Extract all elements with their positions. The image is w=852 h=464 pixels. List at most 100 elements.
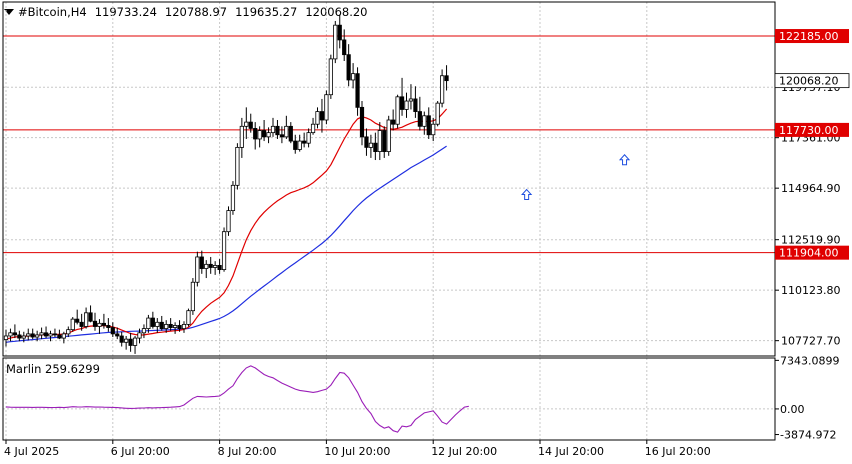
oscillator-tick-label: -3874.972 — [780, 429, 836, 442]
candle-bull — [266, 132, 271, 138]
frame-layer — [2, 1, 776, 441]
candle-bear — [92, 320, 98, 327]
candle-bull — [315, 111, 320, 125]
up-arrow-icon — [521, 188, 533, 201]
price-tick-label: 110123.80 — [781, 284, 841, 297]
level-price-tag — [775, 122, 849, 137]
dropdown-triangle-icon[interactable] — [4, 9, 14, 15]
candle-bull — [328, 58, 333, 96]
candle-bull — [8, 332, 13, 337]
candle-bull — [181, 323, 187, 330]
ma-slow-line — [5, 145, 447, 343]
candle-bull — [284, 125, 289, 138]
candle-bull — [306, 132, 311, 144]
candle-bull — [39, 332, 44, 336]
oscillator-tick-label: 0.00 — [780, 403, 805, 416]
candle-bull — [439, 75, 445, 104]
oscillator-layer — [5, 365, 469, 433]
candle-bear — [12, 332, 17, 336]
annotations-layer — [521, 154, 631, 201]
candle-bull — [190, 281, 195, 312]
candle-bear — [288, 125, 293, 142]
ma-fast-line — [5, 108, 448, 340]
candle-bull — [422, 115, 427, 127]
candle-bear — [279, 134, 285, 138]
price-tick-label: 107727.70 — [781, 335, 841, 348]
candle-bear — [444, 75, 449, 82]
moving-averages — [5, 108, 448, 343]
candle-bull — [21, 335, 26, 339]
grid-layer — [3, 2, 775, 440]
current-price-label: 120068.20 — [779, 75, 839, 88]
up-arrow-icon — [618, 154, 631, 166]
time-axis-label: 8 Jul 20:00 — [218, 445, 277, 458]
candle-bull — [155, 321, 160, 327]
time-axis-label: 16 Jul 20:00 — [645, 445, 711, 458]
candle-bear — [399, 96, 405, 110]
candle-bear — [373, 142, 378, 153]
candle-bear — [417, 111, 422, 127]
candle-bull — [404, 100, 409, 110]
level-price-label: 117730.00 — [779, 124, 839, 137]
candle-bear — [382, 130, 387, 153]
candle-bull — [137, 332, 142, 339]
candle-bear — [217, 264, 222, 271]
candles-layer — [3, 14, 449, 354]
candle-bull — [221, 231, 227, 271]
price-tick-label: 114964.90 — [781, 182, 841, 195]
oscillator-line — [5, 365, 469, 433]
candle-bull — [84, 312, 89, 327]
candle-bull — [368, 142, 374, 148]
candle-bear — [248, 121, 253, 129]
candle-bull — [70, 318, 75, 331]
candle-bear — [337, 24, 342, 41]
candle-bear — [413, 98, 418, 112]
candle-bear — [355, 73, 360, 108]
candle-bear — [346, 54, 351, 81]
time-axis-label: 4 Jul 2025 — [4, 445, 59, 458]
candle-bull — [66, 329, 71, 335]
oscillator-tick-label: 7343.0899 — [780, 354, 840, 367]
candle-bull — [3, 335, 9, 340]
candle-bear — [52, 333, 58, 336]
candle-bull — [386, 119, 391, 153]
candle-bull — [146, 317, 151, 330]
candle-bull — [235, 146, 240, 186]
candle-bear — [261, 130, 267, 138]
candle-bull — [226, 210, 231, 233]
candle-bull — [26, 333, 31, 337]
time-axis-label: 14 Jul 20:00 — [538, 445, 604, 458]
time-axis-label: 6 Jul 20:00 — [111, 445, 170, 458]
candle-bull — [297, 140, 302, 150]
candle-bear — [30, 333, 35, 338]
candle-bear — [17, 334, 22, 339]
candle-bear — [208, 263, 213, 268]
candle-bull — [195, 256, 200, 283]
candle-bear — [88, 312, 93, 322]
candle-bear — [364, 136, 369, 148]
chart-header: #Bitcoin,H4 119733.24 120788.97 119635.2… — [4, 4, 376, 20]
candle-bear — [177, 325, 182, 330]
open-value: 119733.24 — [94, 5, 157, 19]
price-tick-label: 112519.90 — [781, 234, 841, 247]
level-price-label: 122185.00 — [779, 30, 839, 43]
candle-bull — [310, 123, 316, 134]
candle-bear — [342, 39, 347, 56]
candle-bear — [275, 125, 280, 136]
candle-bear — [75, 318, 80, 323]
current-price-tag — [774, 73, 850, 89]
candle-bull — [230, 184, 236, 212]
candle-bull — [124, 338, 129, 343]
candle-bull — [141, 328, 147, 334]
candle-bear — [159, 321, 164, 330]
oscillator-label: Marlin 259.6299 — [6, 362, 100, 376]
main-pane-frame — [2, 1, 776, 357]
candle-bull — [239, 125, 244, 148]
candle-bull — [408, 98, 414, 102]
candle-bull — [431, 123, 436, 136]
time-axis-label: 10 Jul 20:00 — [324, 445, 390, 458]
candle-bear — [128, 338, 133, 346]
candle-bull — [324, 94, 329, 121]
candle-bull — [395, 96, 400, 125]
